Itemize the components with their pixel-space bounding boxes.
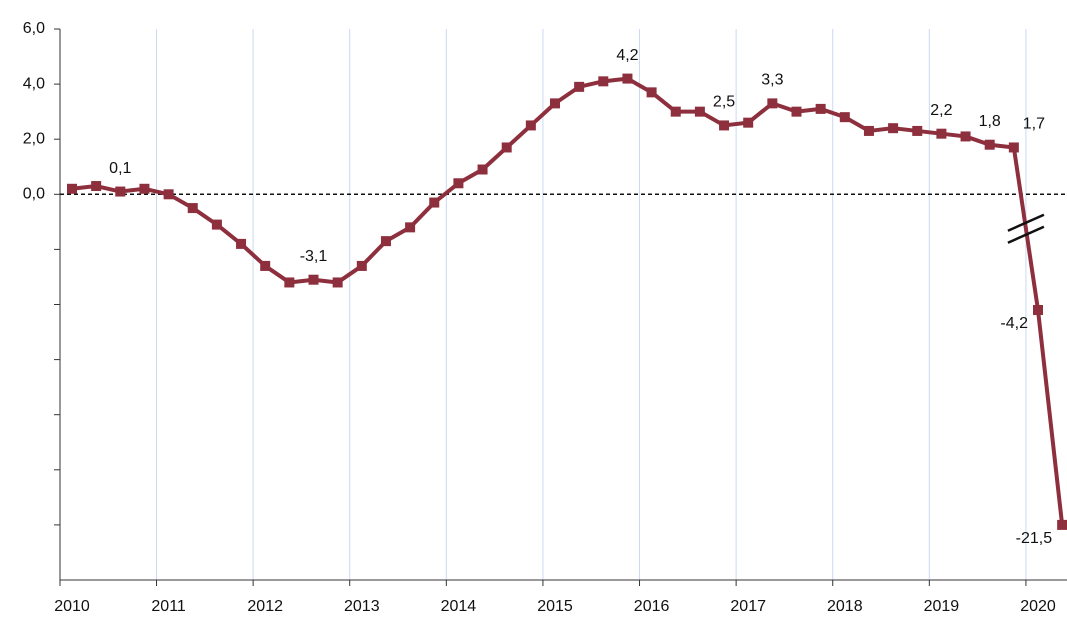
marker <box>67 183 77 194</box>
x-tick-label: 2010 <box>54 598 90 615</box>
marker <box>863 125 874 136</box>
marker <box>670 106 681 117</box>
marker <box>791 106 802 117</box>
marker <box>1033 305 1043 316</box>
marker <box>115 186 126 197</box>
value-label: 4,2 <box>616 47 638 64</box>
marker <box>284 277 295 288</box>
x-tick-label: 2020 <box>1020 598 1056 615</box>
marker <box>332 277 343 288</box>
marker <box>912 125 923 136</box>
value-label: 2,5 <box>713 94 735 111</box>
marker <box>888 123 899 134</box>
marker <box>260 260 271 271</box>
marker <box>550 98 560 109</box>
axis-break-mark <box>1007 213 1045 232</box>
marker <box>163 189 174 200</box>
marker <box>960 131 971 142</box>
marker <box>1008 142 1019 153</box>
value-label: 1,8 <box>979 113 1001 130</box>
marker <box>211 219 222 230</box>
y-tick-label: 0,0 <box>23 186 45 203</box>
marker <box>236 238 247 249</box>
marker <box>936 128 947 139</box>
marker <box>574 81 585 92</box>
x-tick-label: 2019 <box>924 598 960 615</box>
marker <box>525 120 536 131</box>
y-tick-label: 2,0 <box>23 130 45 147</box>
marker <box>719 120 730 131</box>
marker <box>187 203 198 214</box>
marker <box>405 222 416 233</box>
marker <box>598 76 609 87</box>
marker <box>743 117 754 128</box>
value-label: 2,2 <box>930 102 952 119</box>
y-tick-label: 4,0 <box>23 75 45 92</box>
x-tick-label: 2011 <box>151 598 186 615</box>
marker <box>356 260 367 271</box>
marker <box>91 181 102 192</box>
x-tick-label: 2018 <box>827 598 863 615</box>
marker <box>501 142 512 153</box>
value-label: -3,1 <box>300 248 328 265</box>
marker <box>646 87 657 98</box>
marker <box>622 73 633 84</box>
marker <box>477 164 488 175</box>
marker <box>767 98 778 109</box>
marker <box>139 183 150 194</box>
x-tick-label: 2017 <box>730 598 766 615</box>
marker <box>839 112 850 123</box>
value-label: 1,7 <box>1023 116 1045 133</box>
axis-break-mark <box>1007 225 1045 244</box>
y-tick-label: 6,0 <box>23 20 45 37</box>
value-label: -21,5 <box>1016 530 1053 547</box>
marker <box>453 178 464 189</box>
x-tick-label: 2014 <box>441 598 477 615</box>
marker <box>984 139 995 150</box>
marker <box>429 197 440 208</box>
value-label: 3,3 <box>761 72 783 89</box>
marker <box>380 236 391 247</box>
marker <box>694 106 705 117</box>
line <box>71 76 1065 526</box>
marker <box>1057 519 1067 530</box>
value-label: 0,1 <box>109 160 131 177</box>
marker <box>815 103 826 114</box>
marker <box>308 274 319 285</box>
x-tick-label: 2013 <box>344 598 380 615</box>
value-label: -4,2 <box>1000 315 1028 332</box>
x-tick-label: 2015 <box>537 598 573 615</box>
x-tick-label: 2016 <box>634 598 670 615</box>
x-tick-label: 2012 <box>247 598 283 615</box>
